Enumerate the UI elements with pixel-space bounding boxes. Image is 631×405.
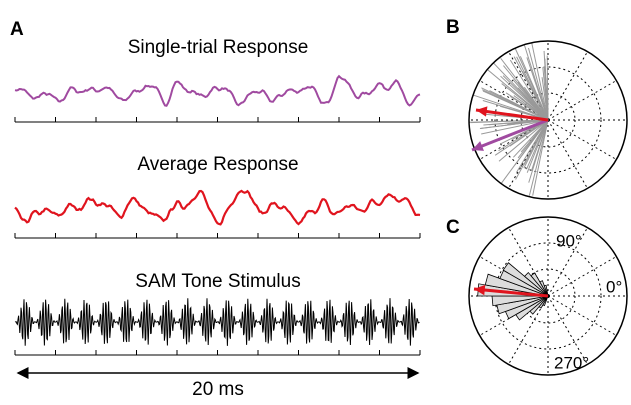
polar-c — [468, 216, 628, 376]
waveform — [14, 189, 421, 226]
trial-vector — [517, 119, 549, 159]
trial-vector — [509, 59, 549, 121]
polar-spoke — [547, 256, 617, 297]
polar-b — [468, 40, 628, 200]
polar-spoke — [547, 295, 617, 336]
trace-title: Single-trial Response — [128, 37, 309, 58]
trial-vector — [503, 65, 549, 121]
angle-label: 270° — [554, 353, 589, 372]
trial-vector — [498, 119, 549, 162]
polar-spoke — [479, 256, 549, 297]
vector-head — [472, 141, 484, 151]
polar-border — [468, 40, 628, 200]
polar-spoke — [479, 80, 549, 121]
trial-vector — [541, 77, 549, 121]
vectors — [469, 41, 549, 196]
histogram — [477, 262, 549, 321]
polar-spoke — [479, 295, 549, 336]
scale-label: 20 ms — [192, 379, 244, 400]
mean-vector — [475, 108, 549, 122]
trial-vector — [501, 83, 549, 121]
polar-spoke — [547, 119, 617, 160]
mean-vector — [473, 287, 549, 298]
polar-spoke — [508, 119, 549, 189]
mean-vector — [471, 118, 549, 152]
polar-spoke — [508, 295, 549, 365]
trial-vector — [480, 119, 549, 129]
trace-title: SAM Tone Stimulus — [135, 271, 300, 292]
trial-vector — [526, 119, 549, 173]
panel-label: A — [10, 19, 24, 40]
angle-label: 90° — [556, 231, 582, 250]
angle-label: 0° — [606, 277, 622, 296]
polar-border — [468, 216, 628, 376]
polar-spoke — [547, 80, 617, 121]
waveform — [14, 74, 421, 107]
polar-ring — [494, 66, 602, 174]
trial-vector — [519, 56, 549, 121]
polar-spoke — [547, 119, 588, 189]
stimulus — [14, 298, 420, 346]
polar-spoke — [547, 295, 588, 365]
trial-vector — [483, 119, 549, 126]
trial-vector — [521, 70, 549, 121]
trial-vector — [515, 119, 549, 174]
trial-vector — [529, 41, 549, 121]
trial-vector — [481, 89, 549, 121]
polar-spoke — [508, 51, 549, 121]
panel-label: C — [446, 217, 460, 238]
trial-vector — [546, 55, 549, 121]
trial-vector — [469, 119, 549, 123]
traces — [14, 74, 421, 356]
trial-vector — [532, 119, 549, 196]
polar-spoke — [547, 51, 588, 121]
histogram-wedge — [543, 284, 549, 297]
trial-vector — [498, 119, 549, 152]
trial-vector — [509, 95, 549, 121]
vector-head — [476, 106, 488, 117]
trial-vector — [531, 119, 549, 171]
trial-vector — [528, 119, 549, 196]
trial-vector — [527, 47, 549, 121]
polar-spoke — [508, 227, 549, 297]
trial-vector — [482, 100, 549, 121]
trial-vector — [481, 119, 549, 135]
trace-title: Average Response — [137, 154, 298, 175]
polar-spoke — [479, 119, 549, 160]
polar-spoke — [547, 227, 588, 297]
trial-vector — [522, 41, 549, 121]
vector-head — [474, 284, 486, 296]
panel-label: B — [446, 17, 460, 38]
